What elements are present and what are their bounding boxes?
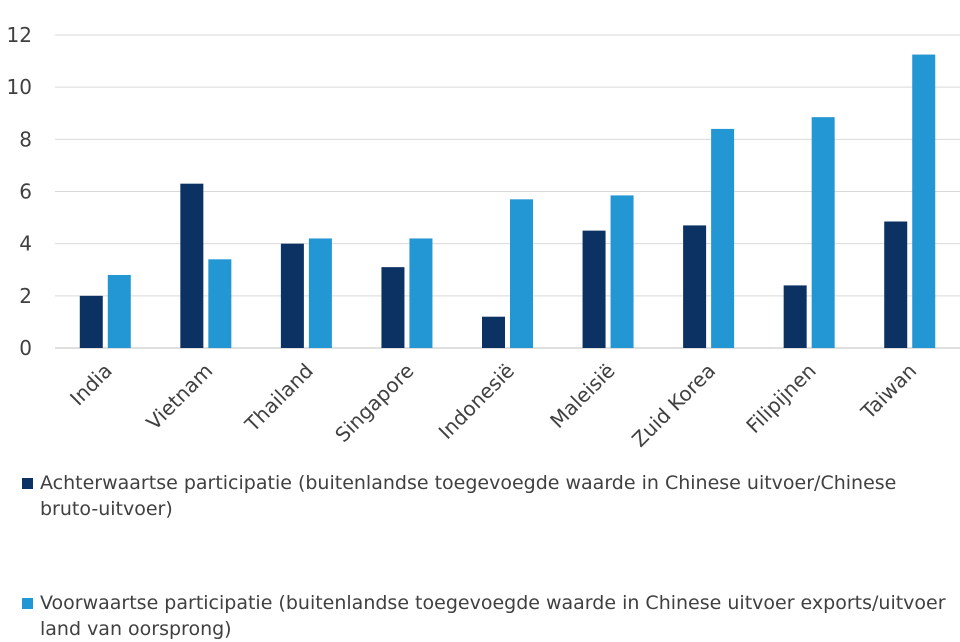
legend: Achterwaartse participatie (buitenlandse… xyxy=(22,0,952,640)
bar-forward xyxy=(912,54,936,348)
y-tick-label: 2 xyxy=(19,284,32,308)
x-tick-label: Indonesië xyxy=(434,359,519,444)
bar-backward xyxy=(280,243,304,348)
bar-forward xyxy=(811,117,835,348)
legend-swatch-backward xyxy=(22,478,33,489)
x-tick-label: Zuid Korea xyxy=(627,359,720,452)
legend-item-forward: Voorwaartse participatie (buitenlandse t… xyxy=(22,590,952,642)
y-tick-label: 6 xyxy=(19,180,32,204)
bar-chart: 0 2 4 6 8 10 12 India Vietnam Thailand Singapore In… xyxy=(7,23,960,452)
x-tick-label: Vietnam xyxy=(141,359,217,435)
bar-forward xyxy=(107,274,131,348)
bar-forward xyxy=(610,195,634,348)
x-tick-label: Filipijnen xyxy=(741,359,820,438)
y-tick-label: 0 xyxy=(19,336,32,360)
y-tick-label: 12 xyxy=(7,23,32,47)
x-tick-label: Maleisië xyxy=(545,359,619,433)
bar-backward xyxy=(381,267,405,348)
x-tick-label: Thailand xyxy=(240,359,318,437)
bar-backward xyxy=(482,316,505,348)
legend-label-backward: Achterwaartse participatie (buitenlandse… xyxy=(40,472,897,520)
bar-forward xyxy=(510,199,533,348)
bar-backward xyxy=(683,225,707,348)
x-tick-label: India xyxy=(65,359,117,411)
x-tick-label: Singapore xyxy=(330,359,418,447)
bar-backward xyxy=(79,295,103,348)
x-tick-label: Taiwan xyxy=(855,359,921,425)
bar-backward xyxy=(884,221,908,348)
y-tick-label: 8 xyxy=(19,127,32,151)
y-tick-label: 4 xyxy=(19,232,32,256)
bar-backward xyxy=(180,183,204,348)
y-tick-label: 10 xyxy=(7,75,32,99)
bar-forward xyxy=(308,238,332,348)
legend-item-backward: Achterwaartse participatie (buitenlandse… xyxy=(22,470,952,522)
bar-backward xyxy=(783,285,807,348)
bar-backward xyxy=(582,230,606,348)
bar-forward xyxy=(711,128,735,348)
bar-forward xyxy=(208,259,232,348)
legend-label-forward: Voorwaartse participatie (buitenlandse t… xyxy=(40,592,946,640)
bar-forward xyxy=(409,238,433,348)
